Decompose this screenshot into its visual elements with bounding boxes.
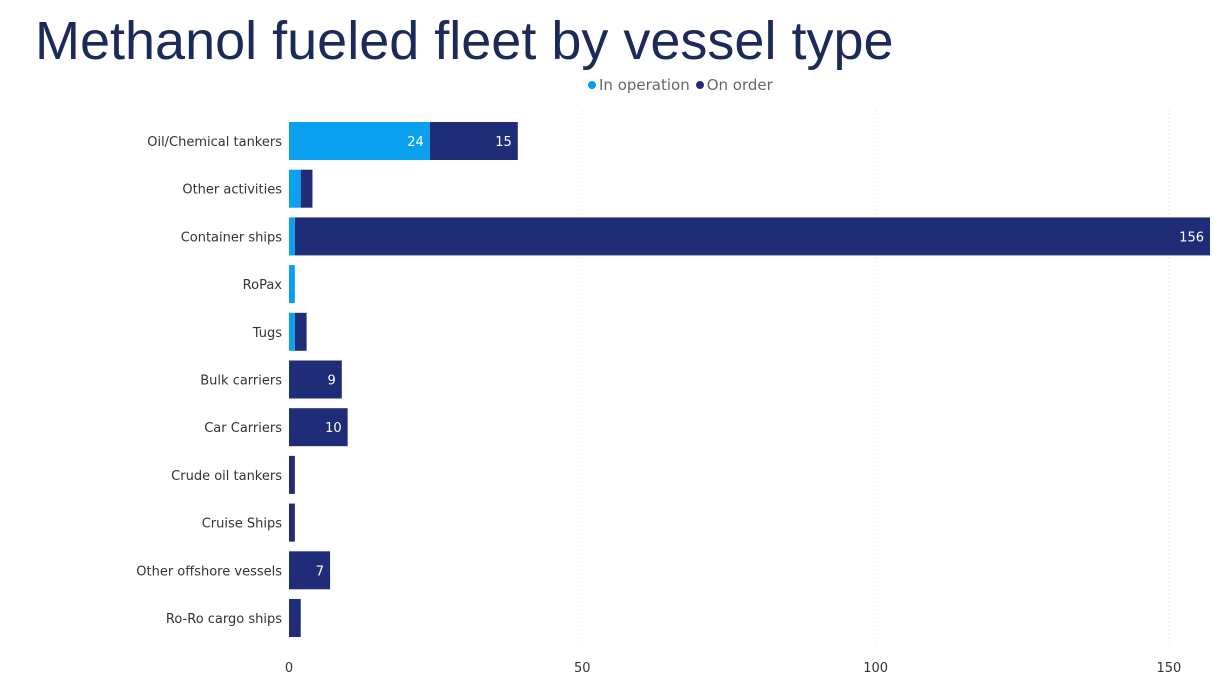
bar-in-operation[interactable] <box>289 312 295 351</box>
bar-on-order[interactable] <box>300 169 313 208</box>
bar-layer <box>289 122 1211 637</box>
data-label: 10 <box>325 421 342 436</box>
category-label: Tugs <box>252 326 282 341</box>
legend-label-on-order: On order <box>706 76 773 94</box>
legend-swatch-in-operation <box>588 81 596 89</box>
category-label: RoPax <box>243 278 283 293</box>
bar-in-operation[interactable] <box>289 122 430 160</box>
data-label: 156 <box>1179 230 1204 245</box>
category-label: Crude oil tankers <box>171 469 282 484</box>
bar-on-order[interactable] <box>429 122 518 160</box>
bar-on-order[interactable] <box>289 408 348 447</box>
legend-swatch-on-order <box>695 81 704 89</box>
x-tick-label: 150 <box>1157 661 1182 676</box>
data-label: 24 <box>407 135 424 150</box>
category-label: Ro-Ro cargo ships <box>166 612 282 627</box>
data-label: 15 <box>495 135 512 150</box>
x-tick-label: 0 <box>285 661 293 676</box>
category-label: Car Carriers <box>204 421 282 436</box>
bar-in-operation[interactable] <box>289 265 295 304</box>
data-label: 9 <box>328 374 336 389</box>
category-label: Container ships <box>181 230 283 245</box>
bar-on-order[interactable] <box>289 551 331 590</box>
bar-on-order[interactable] <box>289 455 295 494</box>
bar-on-order[interactable] <box>289 360 342 399</box>
data-label: 7 <box>316 564 324 579</box>
x-tick-label: 50 <box>574 661 591 676</box>
legend-label-in-operation: In operation <box>599 76 690 94</box>
category-label: Other activities <box>182 183 282 198</box>
chart-legend: In operation On order <box>588 76 779 94</box>
bar-in-operation[interactable] <box>289 217 295 256</box>
x-tick-label: 100 <box>863 661 888 676</box>
bar-in-operation[interactable] <box>289 169 301 208</box>
category-label: Other offshore vessels <box>136 564 282 579</box>
category-label: Bulk carriers <box>200 374 282 389</box>
legend-item-on-order[interactable]: On order <box>695 76 773 94</box>
legend-item-in-operation[interactable]: In operation <box>588 76 690 94</box>
bar-on-order[interactable] <box>289 503 295 542</box>
label-layer: 0 50 100 150 Oil/Chemical tankers 24 15 Other a… <box>136 135 1204 676</box>
bar-on-order[interactable] <box>294 312 307 351</box>
category-label: Oil/Chemical tankers <box>147 135 282 150</box>
page-title: Methanol fueled fleet by vessel type <box>35 11 894 71</box>
bar-on-order[interactable] <box>294 217 1211 256</box>
grid-layer <box>581 110 1170 645</box>
bar-on-order[interactable] <box>289 599 301 637</box>
category-label: Cruise Ships <box>202 517 283 532</box>
